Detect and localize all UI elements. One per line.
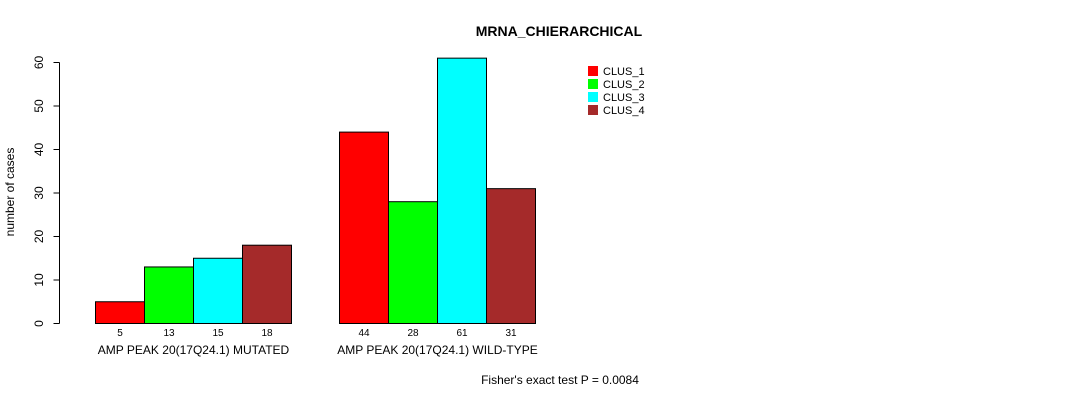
legend-label-clus_4: CLUS_4 [603, 105, 645, 117]
legend-swatch-clus_4 [588, 105, 598, 115]
y-tick-label: 60 [32, 56, 46, 70]
bar-value-label: 44 [358, 328, 370, 339]
bar-clus_2-group-2 [388, 201, 438, 324]
chart-title: MRNA_CHIERARCHICAL [476, 23, 643, 39]
bar-value-label: 5 [117, 328, 123, 339]
y-tick-label: 30 [32, 186, 46, 200]
bar-value-label: 13 [163, 328, 175, 339]
bars [95, 57, 536, 325]
bar-value-label: 18 [261, 328, 273, 339]
y-axis-label: number of cases [3, 148, 17, 237]
bar-clus_4-group-2 [486, 188, 536, 324]
value-labels: 5 13 15 18 44 28 61 31 [117, 328, 517, 339]
bar-clus_1-group-1 [95, 301, 145, 324]
category-labels: AMP PEAK 20(17Q24.1) MUTATED AMP PEAK 20(… [98, 343, 538, 357]
y-tick-label: 50 [32, 99, 46, 113]
bar-clus_3-group-2 [437, 57, 487, 325]
y-axis: 0 10 20 30 40 50 60 [32, 56, 60, 327]
bar-clus_1-group-2 [339, 131, 389, 324]
y-tick-label: 0 [32, 320, 46, 327]
category-label-2: AMP PEAK 20(17Q24.1) WILD-TYPE [337, 343, 538, 357]
legend-label-clus_2: CLUS_2 [603, 79, 645, 91]
y-tick-label: 10 [32, 273, 46, 287]
legend-swatch-clus_2 [588, 79, 598, 89]
bar-value-label: 61 [456, 328, 468, 339]
y-tick-label: 20 [32, 230, 46, 244]
legend-label-clus_3: CLUS_3 [603, 92, 645, 104]
legend-swatch-clus_1 [588, 66, 598, 76]
bar-clus_4-group-1 [242, 244, 292, 324]
fisher-test-footnote: Fisher's exact test P = 0.0084 [481, 373, 639, 387]
legend-swatch-clus_3 [588, 92, 598, 102]
category-label-1: AMP PEAK 20(17Q24.1) MUTATED [98, 343, 290, 357]
bar-value-label: 15 [212, 328, 224, 339]
bar-value-label: 28 [407, 328, 419, 339]
bar-clus_2-group-1 [144, 266, 194, 325]
bar-value-label: 31 [505, 328, 517, 339]
bar-clus_3-group-1 [193, 257, 243, 324]
legend-label-clus_1: CLUS_1 [603, 66, 645, 78]
y-tick-label: 40 [32, 143, 46, 157]
